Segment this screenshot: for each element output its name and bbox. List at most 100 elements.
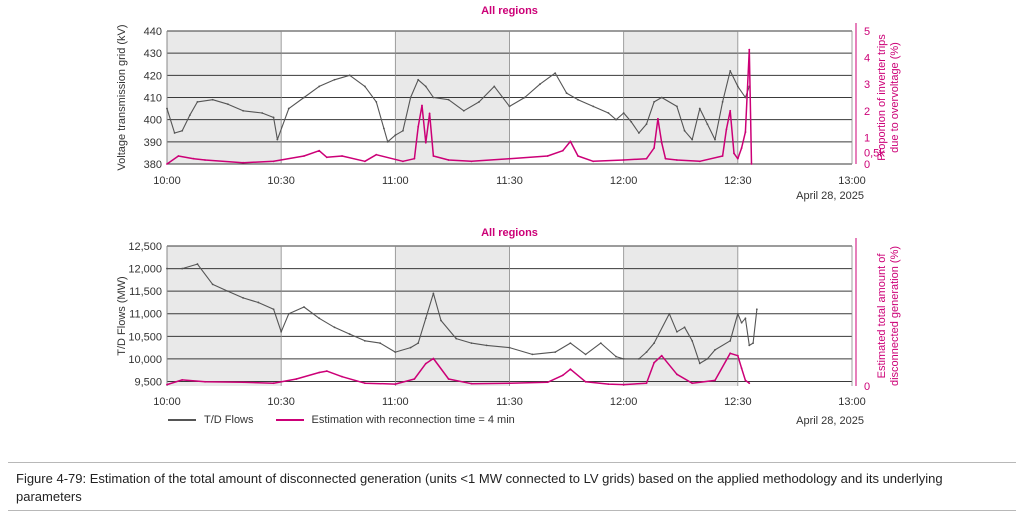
data-point [166, 163, 168, 165]
data-point [748, 344, 751, 347]
data-point [744, 131, 747, 133]
x-tick-label: 12:00 [610, 175, 638, 187]
y2-axis-label-line2: disconnected generation (%) [889, 246, 901, 386]
series-line-magenta [166, 48, 753, 165]
data-point [383, 127, 385, 130]
x-date-label: April 28, 2025 [796, 190, 864, 202]
data-point [318, 149, 321, 152]
data-point [744, 379, 747, 382]
data-point [706, 123, 709, 125]
data-point [417, 125, 420, 128]
x-tick-label: 10:30 [267, 396, 295, 408]
data-point [409, 346, 412, 349]
data-point [622, 112, 625, 114]
y-tick-label: 430 [144, 48, 162, 60]
y2-tick-label: 5 [864, 26, 870, 38]
data-point [744, 317, 747, 320]
x-tick-label: 11:30 [496, 175, 523, 187]
data-point [379, 342, 382, 344]
data-point [242, 109, 245, 112]
data-point [523, 96, 526, 99]
data-point [546, 381, 549, 384]
data-point [615, 118, 617, 121]
data-point [676, 159, 678, 161]
data-point [447, 159, 450, 161]
chart-panel-1: 380 390 400 410 420 430 440 0 1 2 3 4 5 10:00 10:30 11:… [116, 5, 901, 202]
data-point [424, 85, 427, 88]
data-point [561, 374, 564, 377]
data-point [318, 317, 321, 320]
data-point [341, 155, 343, 157]
data-point [181, 379, 184, 381]
data-point [721, 155, 724, 157]
data-point [660, 354, 663, 357]
data-point [272, 308, 275, 311]
x-tick-label: 11:30 [496, 396, 523, 408]
data-point [683, 326, 686, 329]
data-point [554, 351, 557, 354]
y2-axis-label-line1: Proportion of inverter trips [876, 34, 888, 161]
data-point [569, 368, 572, 371]
data-point [394, 383, 397, 386]
data-point [166, 383, 168, 386]
data-point [318, 85, 321, 88]
data-point [462, 109, 465, 112]
y-tick-label: 440 [144, 26, 162, 38]
data-point [424, 141, 427, 144]
data-point [287, 107, 290, 110]
data-point [348, 74, 351, 77]
shade-band [395, 246, 510, 386]
data-point [569, 140, 572, 143]
chart-legend: T/D Flows Estimation with reconnection t… [168, 414, 515, 426]
x-tick-label: 10:00 [153, 175, 181, 187]
data-point [508, 105, 511, 108]
legend-item-td-flows: T/D Flows [168, 414, 254, 426]
data-point [653, 101, 656, 103]
data-point [729, 109, 732, 112]
data-point [424, 317, 427, 320]
y2-tick-label: 1 [864, 132, 870, 144]
shade-band [623, 246, 738, 386]
data-point [432, 357, 435, 360]
data-point [177, 155, 180, 157]
x-tick-label: 12:30 [724, 396, 752, 408]
data-point [333, 326, 336, 329]
y-axis-label: Voltage transmission grid (kV) [116, 24, 128, 170]
data-point [729, 352, 732, 355]
data-point [740, 147, 743, 149]
data-point [569, 342, 572, 344]
data-point [341, 375, 343, 378]
data-point [748, 48, 751, 51]
data-point [740, 321, 743, 324]
legend-swatch-estimation [275, 419, 304, 421]
data-point [733, 152, 735, 155]
data-point [630, 120, 633, 123]
data-point [211, 98, 214, 101]
data-point [592, 160, 595, 163]
data-point [691, 382, 694, 385]
y-tick-label: 10,500 [128, 331, 162, 343]
data-point [561, 149, 564, 152]
chart-panel-2: 9,500 10,000 10,500 11,000 11,500 12,000 12,50… [116, 148, 901, 427]
data-point [622, 358, 625, 360]
data-point [531, 353, 534, 356]
series-line-gray [166, 70, 750, 143]
x-tick-label: 13:00 [838, 175, 866, 187]
y-tick-label: 11,500 [129, 286, 162, 298]
data-point [599, 342, 602, 344]
data-point [196, 101, 199, 103]
x-tick-label: 10:30 [267, 175, 295, 187]
data-point [303, 306, 305, 308]
data-point [470, 160, 473, 163]
data-point [645, 123, 648, 125]
y-tick-label: 420 [144, 70, 162, 82]
x-tick-label: 12:30 [724, 175, 752, 187]
data-point [660, 96, 663, 99]
data-point [698, 107, 701, 110]
data-point [242, 381, 245, 384]
chart-title: All regions [481, 5, 538, 17]
data-point [417, 78, 420, 81]
data-point [455, 337, 458, 340]
data-point [706, 358, 709, 360]
series-line-gray [167, 263, 758, 364]
